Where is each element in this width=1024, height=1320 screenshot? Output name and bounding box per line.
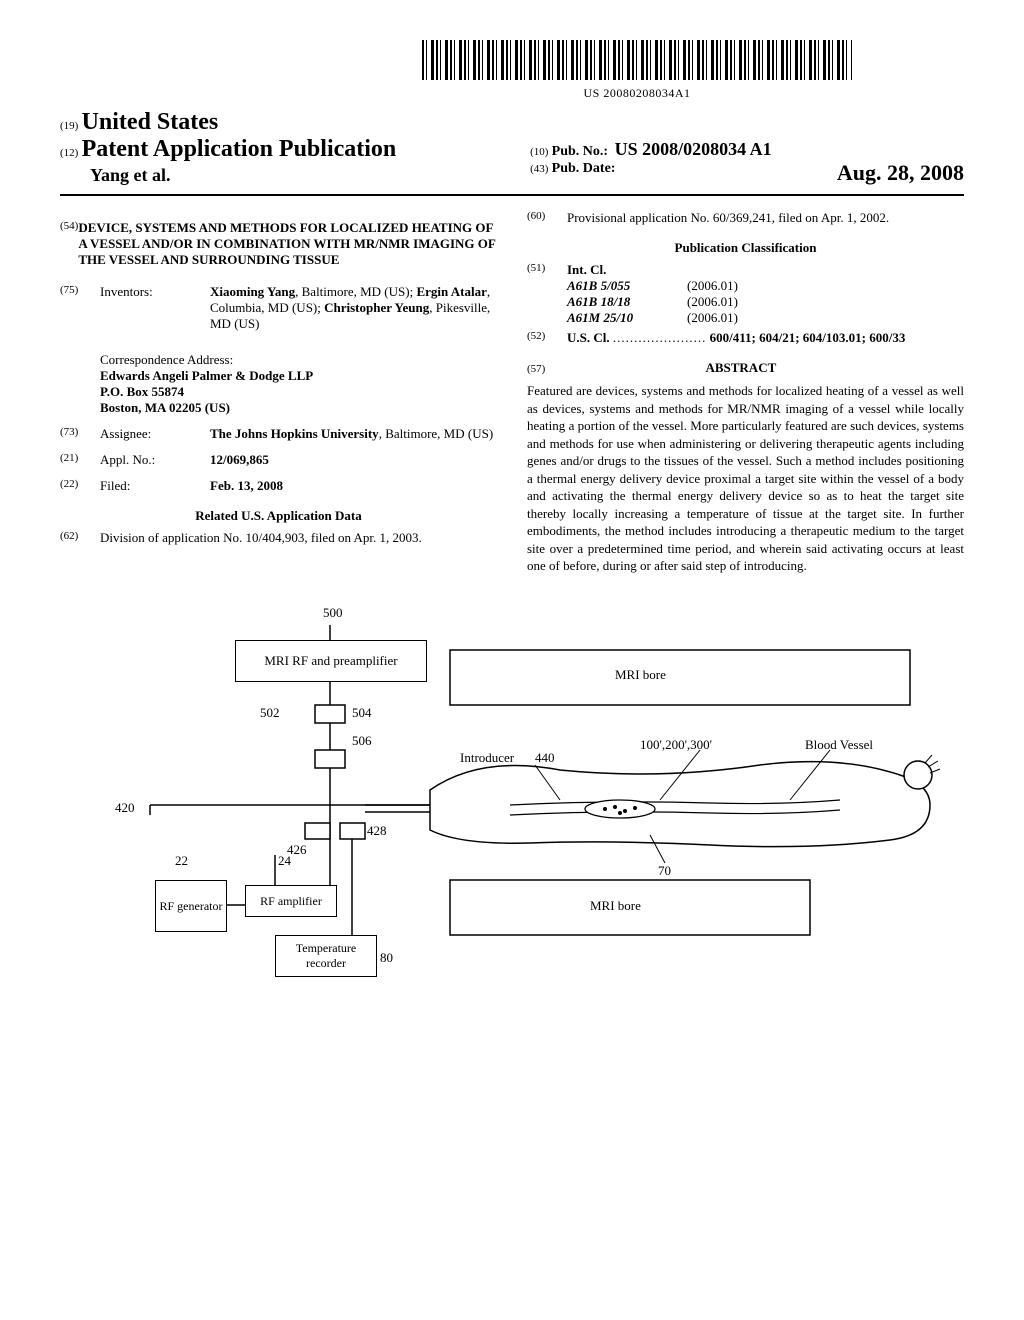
intcl-label: Int. Cl. [567, 262, 606, 278]
num-43: (43) [530, 163, 548, 175]
pub-no-label: Pub. No.: [552, 144, 608, 159]
pub-no: US 2008/0208034 A1 [615, 139, 772, 159]
filed-label: Filed: [100, 478, 210, 494]
appl-no-label: Appl. No.: [100, 452, 210, 468]
publication-type: Patent Application Publication [82, 136, 397, 162]
country: United States [82, 109, 219, 135]
ref-502: 502 [260, 705, 280, 721]
ipc-code: A61M 25/10 [567, 310, 687, 326]
box-mri-bore-bottom: MRI bore [590, 898, 641, 914]
inventors-label: Inventors: [100, 284, 210, 332]
header-right: (10) Pub. No.: US 2008/0208034 A1 (43) P… [530, 139, 964, 186]
inventors: Xiaoming Yang, Baltimore, MD (US); Ergin… [210, 284, 497, 332]
ref-440: 440 [535, 750, 555, 766]
num-60: (60) [527, 210, 567, 226]
box-mri-bore-top: MRI bore [615, 667, 666, 683]
ref-22: 22 [175, 853, 188, 869]
ref-24: 24 [278, 853, 291, 869]
num-57: (57) [527, 363, 545, 375]
num-73: (73) [60, 426, 100, 442]
ipc-row: A61B 5/055(2006.01) [567, 278, 964, 294]
filed-date: Feb. 13, 2008 [210, 478, 497, 494]
ipc-row: A61M 25/10(2006.01) [567, 310, 964, 326]
ipc-year: (2006.01) [687, 278, 738, 294]
left-column: (54) DEVICE, SYSTEMS AND METHODS FOR LOC… [60, 210, 497, 575]
ipc-code: A61B 5/055 [567, 278, 687, 294]
num-54: (54) [60, 220, 78, 268]
figure-svg [60, 605, 960, 1025]
ipc-year: (2006.01) [687, 294, 738, 310]
num-12: (12) [60, 147, 78, 159]
ipc-code: A61B 18/18 [567, 294, 687, 310]
header-left: (19) United States (12) Patent Applicati… [60, 109, 494, 186]
header-rule [60, 194, 964, 196]
num-52: (52) [527, 330, 567, 346]
body-columns: (54) DEVICE, SYSTEMS AND METHODS FOR LOC… [60, 210, 964, 575]
ipc-year: (2006.01) [687, 310, 738, 326]
abstract-text: Featured are devices, systems and method… [527, 382, 964, 575]
ipc-row: A61B 18/18(2006.01) [567, 294, 964, 310]
correspondence-address: Edwards Angeli Palmer & Dodge LLP P.O. B… [100, 368, 497, 416]
box-temperature-recorder: Temperature recorder [275, 935, 377, 977]
ref-420: 420 [115, 800, 135, 816]
box-mri-rf: MRI RF and preamplifier [235, 640, 427, 682]
num-21: (21) [60, 452, 100, 468]
num-51: (51) [527, 262, 567, 278]
abstract-label: ABSTRACT [549, 360, 934, 376]
ref-70: 70 [658, 863, 671, 879]
classification-heading: Publication Classification [527, 240, 964, 256]
barcode-area: US 20080208034A1 [310, 40, 964, 101]
barcode-label: US 20080208034A1 [310, 86, 964, 101]
header-row: (19) United States (12) Patent Applicati… [60, 109, 964, 186]
uscl-label: U.S. Cl. [567, 330, 610, 345]
box-rf-generator: RF generator [155, 880, 227, 932]
label-blood-vessel: Blood Vessel [805, 737, 873, 753]
num-10: (10) [530, 146, 548, 158]
authors-short: Yang et al. [90, 165, 494, 186]
uscl-values: 600/411; 604/21; 604/103.01; 600/33 [710, 330, 906, 345]
provisional-text: Provisional application No. 60/369,241, … [567, 210, 964, 226]
label-introducer: Introducer [460, 750, 514, 766]
ref-428: 428 [367, 823, 387, 839]
pub-date: Aug. 28, 2008 [837, 160, 964, 186]
division-text: Division of application No. 10/404,903, … [100, 530, 497, 546]
assignee-label: Assignee: [100, 426, 210, 442]
num-19: (19) [60, 120, 78, 132]
figure-diagram: 500 MRI RF and preamplifier 502 504 506 … [60, 605, 964, 1025]
invention-title: DEVICE, SYSTEMS AND METHODS FOR LOCALIZE… [78, 220, 497, 268]
ref-80: 80 [380, 950, 393, 966]
num-62: (62) [60, 530, 100, 546]
ref-504: 504 [352, 705, 372, 721]
box-rf-amplifier: RF amplifier [245, 885, 337, 917]
pub-date-label: Pub. Date: [552, 161, 616, 176]
ref-506: 506 [352, 733, 372, 749]
ref-devices: 100',200',300' [640, 737, 712, 753]
appl-no: 12/069,865 [210, 452, 497, 468]
barcode-graphic [422, 40, 852, 80]
num-22: (22) [60, 478, 100, 494]
related-data-heading: Related U.S. Application Data [60, 508, 497, 524]
ref-500: 500 [323, 605, 343, 621]
right-column: (60) Provisional application No. 60/369,… [527, 210, 964, 575]
num-75: (75) [60, 284, 100, 332]
correspondence-label: Correspondence Address: [100, 352, 497, 368]
assignee: The Johns Hopkins University, Baltimore,… [210, 426, 497, 442]
